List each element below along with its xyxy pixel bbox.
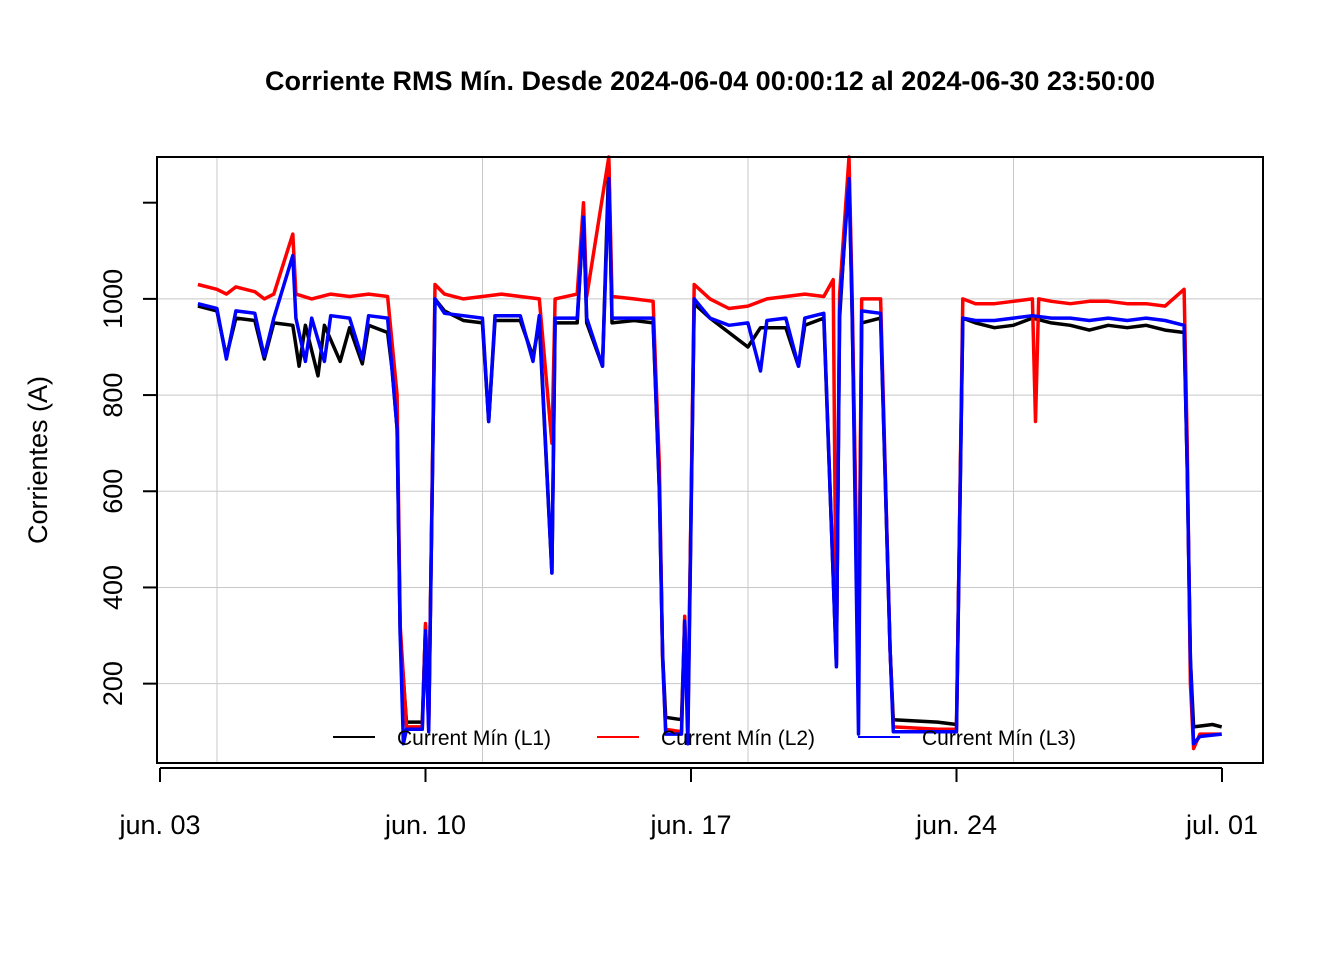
legend-label-1: Current Mín (L1) [397,727,551,750]
series-line-1 [197,160,1223,729]
legend-label-3: Current Mín (L3) [922,727,1076,750]
x-tick-label: jun. 17 [649,810,731,840]
plot-frame [156,156,1264,764]
series-lines [197,155,1223,751]
y-tick-label: 800 [98,373,128,418]
y-axis-label: Corrientes (A) [23,376,53,544]
x-tick-label: jun. 24 [915,810,997,840]
grid-lines [157,157,1263,763]
y-tick-label: 200 [98,661,128,706]
legend-label-2: Current Mín (L2) [661,727,815,750]
legend: Current Mín (L1) Current Mín (L2) Current … [333,727,1076,750]
chart-title: Corriente RMS Mín. Desde 2024-06-04 00:0… [265,66,1155,96]
x-tick-label: jun. 10 [384,810,466,840]
x-tick-label: jul. 01 [1185,810,1258,840]
y-tick-label: 1000 [98,269,128,329]
series-line-3 [197,176,1222,746]
axes: 200 400 600 800 1000 jun. 03 jun. 10 jun. 17 jun… [98,201,1258,840]
y-tick-label: 400 [98,565,128,610]
series-line-2 [197,155,1222,751]
y-tick-label: 600 [98,469,128,514]
x-tick-label: jun. 03 [118,810,200,840]
